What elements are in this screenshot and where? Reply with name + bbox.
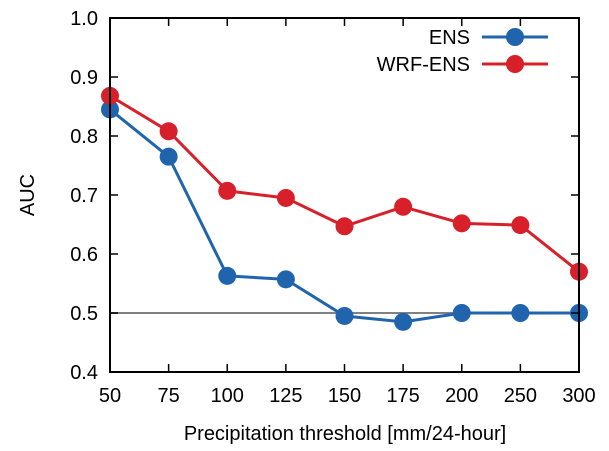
- data-point-wrf-ens: [276, 188, 295, 207]
- legend: ENS WRF-ENS: [377, 27, 548, 76]
- data-point-ens: [335, 306, 354, 325]
- x-tick-label: 175: [386, 385, 419, 407]
- data-point-wrf-ens: [218, 181, 237, 200]
- y-tick-label: 0.4: [70, 362, 98, 384]
- x-tick-label: 100: [211, 385, 244, 407]
- data-point-ens: [218, 266, 237, 285]
- series-wrf-ens: [101, 86, 588, 281]
- series-ens: [101, 100, 588, 331]
- data-point-wrf-ens: [335, 217, 354, 236]
- y-tick-label: 0.6: [70, 244, 98, 266]
- x-tick-label: 250: [504, 385, 537, 407]
- legend-label-wrf-ens: WRF-ENS: [377, 54, 470, 76]
- data-point-ens: [452, 304, 471, 322]
- x-tick-label: 125: [269, 385, 302, 407]
- y-tick-label: 0.7: [70, 185, 98, 207]
- y-tick-label: 1.0: [70, 8, 98, 30]
- legend-item-wrf-ens: WRF-ENS: [377, 54, 548, 76]
- data-point-ens: [394, 312, 413, 331]
- legend-marker-wrf-ens: [506, 55, 524, 73]
- data-point-ens: [511, 304, 530, 322]
- x-tick-label: 150: [328, 385, 361, 407]
- y-tick-label: 0.5: [70, 303, 98, 325]
- data-point-wrf-ens: [452, 214, 471, 233]
- legend-label-ens: ENS: [429, 27, 470, 49]
- x-tick-label: 200: [445, 385, 478, 407]
- legend-marker-ens: [506, 28, 524, 46]
- x-axis-label: Precipitation threshold [mm/24-hour]: [184, 423, 506, 445]
- data-point-ens: [159, 147, 178, 166]
- x-tick-label: 75: [158, 385, 180, 407]
- y-axis-label: AUC: [17, 174, 39, 216]
- legend-item-ens: ENS: [429, 27, 548, 49]
- y-tick-label: 0.9: [70, 67, 98, 89]
- data-point-ens: [276, 270, 295, 289]
- y-tick-label: 0.8: [70, 126, 98, 148]
- data-point-wrf-ens: [394, 197, 413, 216]
- data-point-wrf-ens: [159, 122, 178, 141]
- x-tick-label: 50: [99, 385, 121, 407]
- data-point-wrf-ens: [511, 216, 530, 235]
- x-tick-label: 300: [562, 385, 595, 407]
